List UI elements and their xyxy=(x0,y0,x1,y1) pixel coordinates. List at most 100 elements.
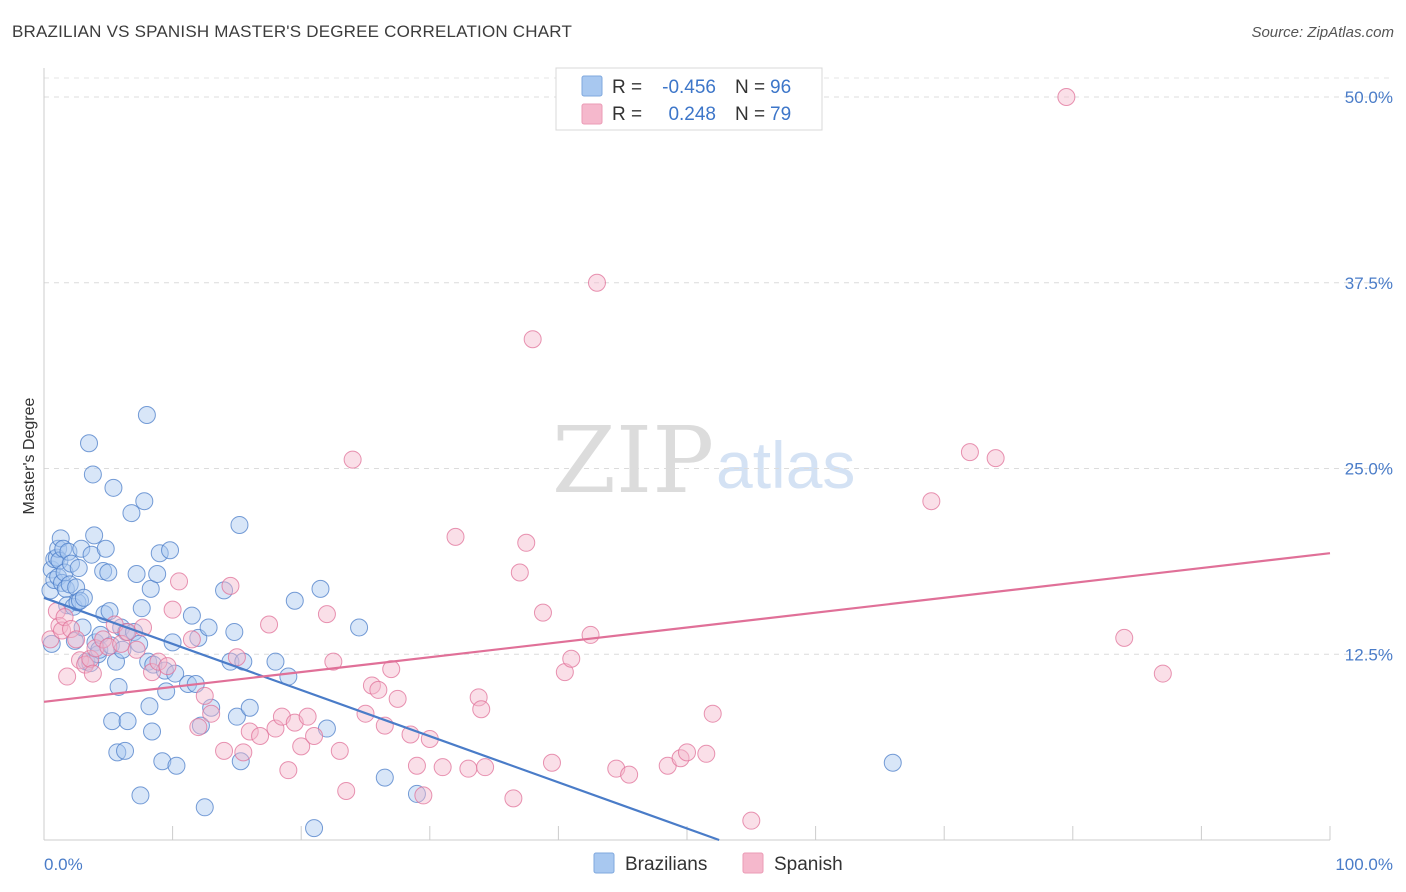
brazilians-point-82 xyxy=(202,698,221,717)
spanish-point-10 xyxy=(81,649,100,668)
brazilians-point-94 xyxy=(305,819,324,838)
spanish-point-67 xyxy=(523,330,542,349)
brazilians-point-26 xyxy=(74,588,93,607)
brazilians-point-60 xyxy=(137,406,156,425)
legend-swatch-brazilians xyxy=(581,75,603,97)
bottom-legend-swatch-brazilians xyxy=(593,852,615,874)
x-tick-label-0: 0.0% xyxy=(44,855,83,874)
brazilians-point-44 xyxy=(104,478,123,497)
y-tick-labels: 12.5% 25.0% 37.5% 50.0% xyxy=(1345,88,1393,664)
brazilians-point-85 xyxy=(225,622,244,641)
brazilians-point-25 xyxy=(73,618,92,637)
spanish-point-61 xyxy=(469,688,488,707)
spanish-point-72 xyxy=(581,625,600,644)
brazilians-point-55 xyxy=(127,565,146,584)
y-axis-label: Master's Degree xyxy=(21,397,38,514)
spanish-point-42 xyxy=(305,726,324,745)
brazilians-point-61 xyxy=(139,652,158,671)
brazilians-point-62 xyxy=(140,697,159,716)
y-tick-label-3: 50.0% xyxy=(1345,88,1393,107)
brazilians-point-81 xyxy=(199,618,218,637)
spanish-point-53 xyxy=(388,689,407,708)
x-tick-labels: 0.0% 100.0% xyxy=(44,855,1393,874)
spanish-point-82 xyxy=(922,492,941,511)
trend-lines xyxy=(43,552,1331,842)
brazilians-point-74 xyxy=(167,756,186,775)
brazilians-point-90 xyxy=(240,698,259,717)
spanish-point-44 xyxy=(324,652,343,671)
spanish-point-3 xyxy=(53,621,72,640)
brazilians-point-93 xyxy=(285,591,304,610)
brazilians-point-98 xyxy=(375,768,394,787)
spanish-point-4 xyxy=(55,608,74,627)
spanish-point-20 xyxy=(143,663,162,682)
spanish-point-36 xyxy=(266,719,285,738)
spanish-point-59 xyxy=(446,527,465,546)
spanish-point-60 xyxy=(459,759,478,778)
legend-n-label-1: N = xyxy=(735,104,765,125)
brazilians-point-87 xyxy=(230,515,249,534)
axes xyxy=(43,68,1331,841)
spanish-point-40 xyxy=(292,737,311,756)
spanish-point-47 xyxy=(343,450,362,469)
spanish-point-58 xyxy=(433,758,452,777)
brazilians-point-50 xyxy=(116,741,135,760)
brazilians-point-43 xyxy=(103,712,122,731)
brazilians-point-57 xyxy=(131,786,150,805)
brazilians-point-45 xyxy=(107,652,126,671)
spanish-point-5 xyxy=(58,667,77,686)
bottom-legend-swatch-spanish xyxy=(742,852,764,874)
brazilians-point-80 xyxy=(195,798,214,817)
bottom-legend-label-brazilians: Brazilians xyxy=(625,854,707,875)
x-tick-label-1: 100.0% xyxy=(1335,855,1393,874)
brazilians-point-58 xyxy=(132,599,151,618)
brazilians-point-68 xyxy=(153,752,172,771)
brazilians-point-91 xyxy=(266,652,285,671)
brazilians-point-31 xyxy=(83,465,102,484)
spanish-point-66 xyxy=(517,533,536,552)
y-tick-label-0: 12.5% xyxy=(1345,645,1393,664)
spanish-point-18 xyxy=(127,640,146,659)
brazilians-point-66 xyxy=(148,565,167,584)
brazilians-point-59 xyxy=(135,492,154,511)
brazilians-point-19 xyxy=(65,631,84,650)
spanish-point-41 xyxy=(298,707,317,726)
spanish-point-75 xyxy=(620,765,639,784)
brazilians-point-67 xyxy=(150,544,169,563)
brazilians-point-46 xyxy=(108,743,127,762)
brazilians-point-100 xyxy=(883,753,902,772)
brazilians-point-99 xyxy=(407,784,426,803)
watermark-atlas: atlas xyxy=(716,428,855,502)
spanish-point-69 xyxy=(542,753,561,772)
stats-legend: R = -0.456 N = 96 R = 0.248 N = 79 xyxy=(555,67,823,131)
bottom-legend-label-spanish: Spanish xyxy=(774,854,843,875)
series-legend: Brazilians Spanish xyxy=(593,852,843,875)
brazilians-point-24 xyxy=(72,539,91,558)
legend-r-label-0: R = xyxy=(612,77,642,98)
spanish-point-25 xyxy=(182,630,201,649)
spanish-point-78 xyxy=(678,743,696,762)
spanish-point-31 xyxy=(227,648,246,667)
brazilians-point-95 xyxy=(311,579,330,598)
spanish-point-11 xyxy=(83,664,102,683)
spanish-point-45 xyxy=(330,741,349,760)
brazilians-point-86 xyxy=(227,707,246,726)
chart-title: BRAZILIAN VS SPANISH MASTER'S DEGREE COR… xyxy=(12,22,573,41)
brazilians-point-20 xyxy=(67,578,86,597)
spanish-point-29 xyxy=(215,741,234,760)
spanish-point-64 xyxy=(504,789,523,808)
spanish-point-80 xyxy=(703,704,722,723)
spanish-point-6 xyxy=(62,619,81,638)
brazilians-point-39 xyxy=(96,539,115,558)
source-label: Source: ZipAtlas.com xyxy=(1251,24,1394,41)
brazilians-point-47 xyxy=(109,677,128,696)
spanish-point-21 xyxy=(149,652,168,671)
spanish-point-22 xyxy=(158,657,177,676)
spanish-point-33 xyxy=(240,722,259,741)
spanish-point-65 xyxy=(510,563,529,582)
spanish-point-38 xyxy=(279,761,298,780)
brazilians-point-12 xyxy=(55,563,74,582)
spanish-point-46 xyxy=(337,781,356,800)
y-tick-label-2: 37.5% xyxy=(1345,274,1393,293)
brazilians-point-11 xyxy=(54,539,73,558)
